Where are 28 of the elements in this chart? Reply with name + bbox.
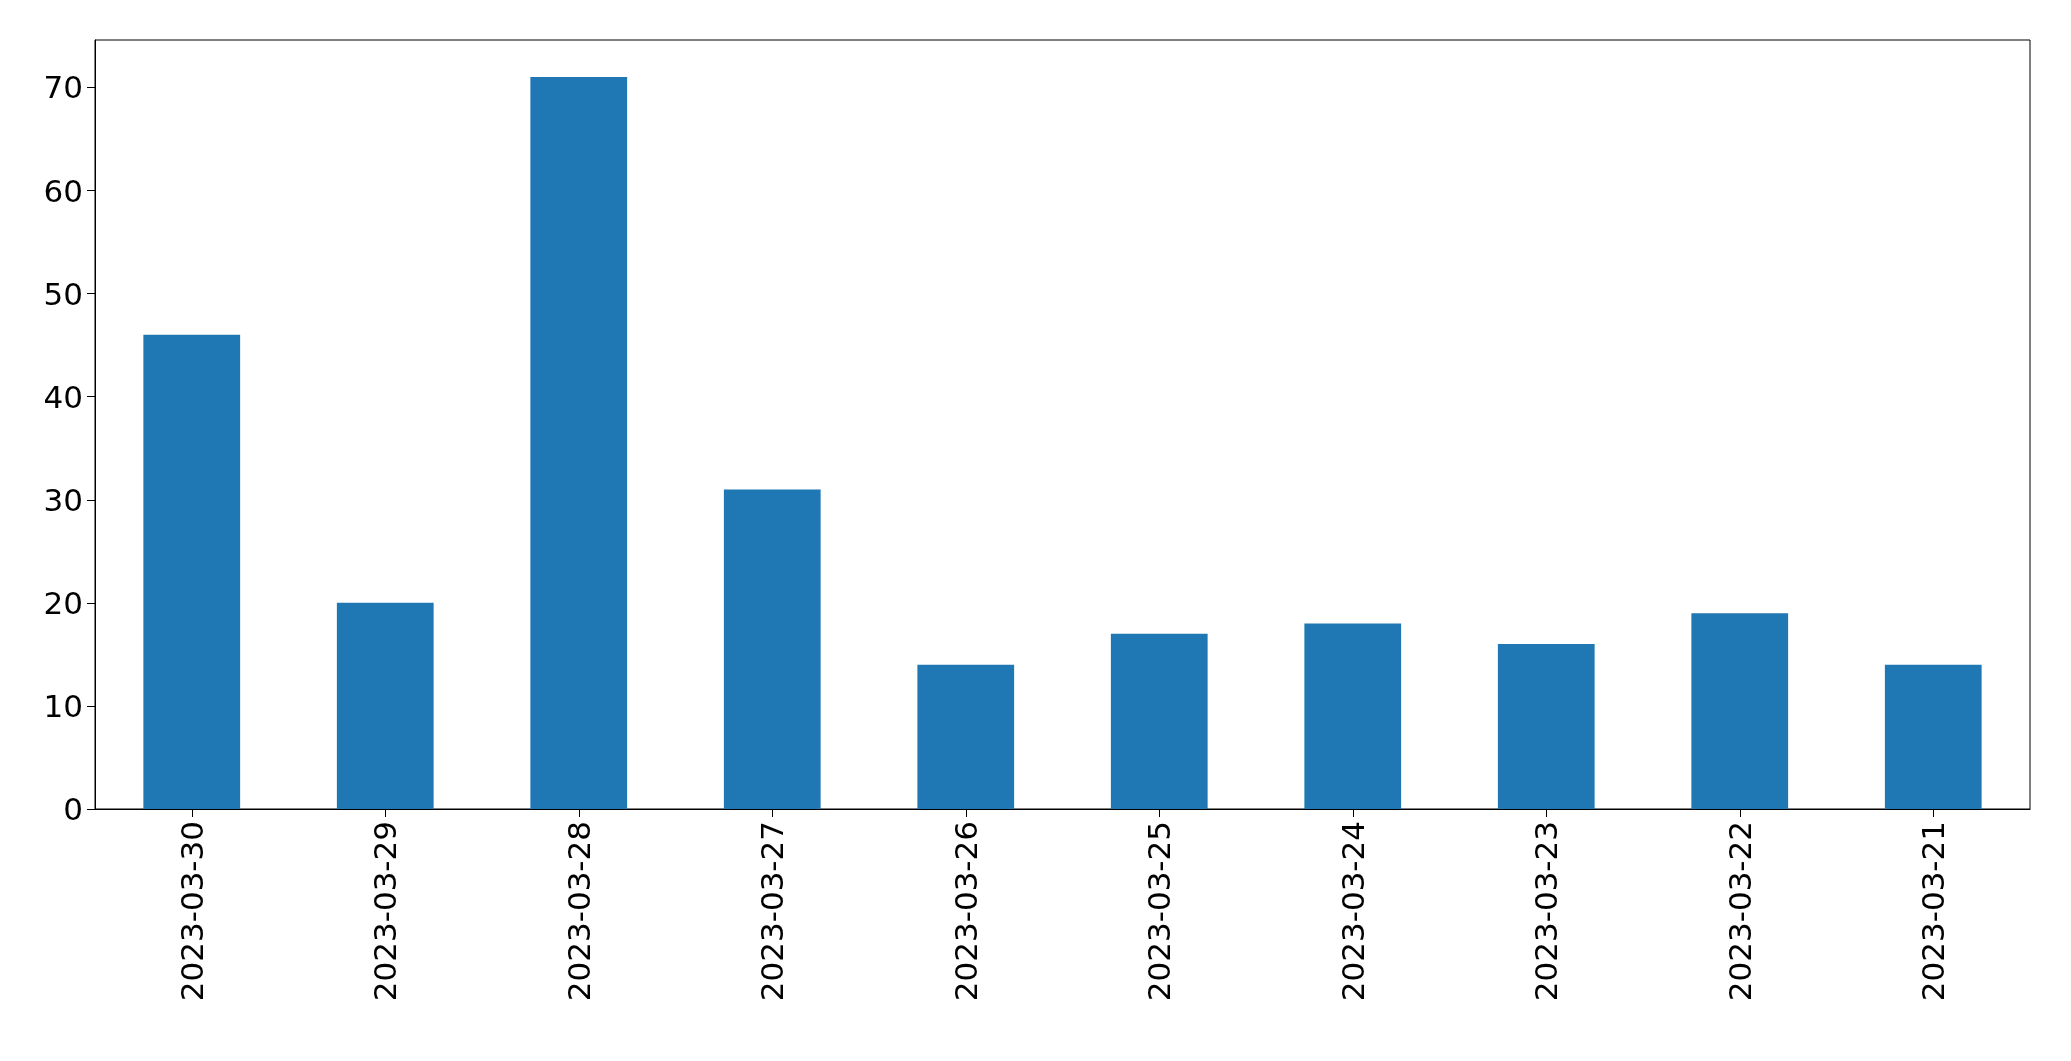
bar: [917, 664, 1015, 809]
bar: [1691, 613, 1789, 809]
bar: [143, 334, 241, 809]
y-tick-label: 40: [43, 378, 83, 415]
bar: [1497, 644, 1595, 809]
x-tick-label: 2023-03-26: [947, 821, 984, 1002]
bar: [336, 602, 434, 809]
x-tick-label: 2023-03-27: [754, 821, 791, 1002]
y-tick-label: 50: [43, 275, 83, 312]
bar: [530, 77, 628, 809]
x-tick-label: 2023-03-21: [1915, 821, 1952, 1002]
y-tick-label: 60: [43, 172, 83, 209]
bar: [1304, 623, 1402, 809]
x-tick-label: 2023-03-22: [1721, 821, 1758, 1002]
bar: [1884, 664, 1982, 809]
y-tick-label: 30: [43, 481, 83, 518]
x-tick-label: 2023-03-29: [367, 821, 404, 1002]
x-tick-label: 2023-03-25: [1141, 821, 1178, 1002]
y-tick-label: 0: [63, 791, 83, 827]
bar: [723, 489, 821, 809]
x-tick-label: 2023-03-24: [1334, 821, 1371, 1002]
bar: [1110, 633, 1208, 809]
y-tick-label: 70: [43, 69, 83, 106]
x-tick-label: 2023-03-30: [173, 821, 210, 1002]
x-tick-label: 2023-03-23: [1528, 821, 1565, 1002]
x-tick-label: 2023-03-28: [560, 821, 597, 1002]
y-tick-label: 10: [43, 687, 83, 724]
y-tick-label: 20: [43, 584, 83, 621]
